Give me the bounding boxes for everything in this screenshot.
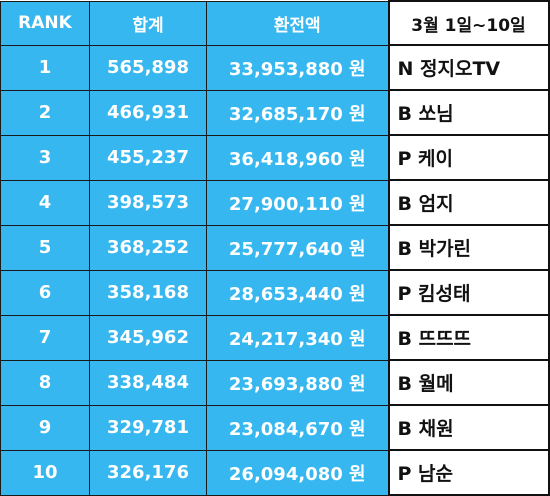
rank-cell: 7 [0,314,90,361]
header-period: 3월 1일~10일 [387,0,550,46]
rank-cell: 5 [0,224,90,271]
table-row: 6 358,168 28,653,440 원 P 킴성태 [0,269,550,316]
bj-cell: P 남순 [387,449,550,496]
table-row: 8 338,484 23,693,880 원 B 월메 [0,359,550,406]
table-row: 7 345,962 24,217,340 원 B 뜨뜨뜨 [0,314,550,361]
bj-cell: N 정지오TV [387,44,550,91]
rank-cell: 4 [0,179,90,226]
total-cell: 565,898 [89,44,207,91]
bj-cell: B 박가린 [387,224,550,271]
exchange-cell: 23,084,670 원 [206,404,389,451]
rank-cell: 9 [0,404,90,451]
total-cell: 345,962 [89,314,207,361]
rank-cell: 8 [0,359,90,406]
bj-cell: B 월메 [387,359,550,406]
bj-cell: B 채원 [387,404,550,451]
table-row: 9 329,781 23,084,670 원 B 채원 [0,404,550,451]
bj-cell: B 뜨뜨뜨 [387,314,550,361]
bj-cell: P 케이 [387,134,550,181]
rank-cell: 1 [0,44,90,91]
exchange-cell: 24,217,340 원 [206,314,389,361]
exchange-cell: 27,900,110 원 [206,179,389,226]
exchange-cell: 32,685,170 원 [206,89,389,136]
exchange-cell: 26,094,080 원 [206,449,389,496]
exchange-cell: 25,777,640 원 [206,224,389,271]
header-row: RANK 합계 환전액 3월 1일~10일 [0,0,550,46]
table-row: 2 466,931 32,685,170 원 B 쏘님 [0,89,550,136]
total-cell: 358,168 [89,269,207,316]
table-row: 1 565,898 33,953,880 원 N 정지오TV [0,44,550,91]
total-cell: 326,176 [89,449,207,496]
table-header: RANK 합계 환전액 3월 1일~10일 [0,0,550,46]
total-cell: 466,931 [89,89,207,136]
rank-cell: 2 [0,89,90,136]
rank-cell: 10 [0,449,90,496]
exchange-cell: 36,418,960 원 [206,134,389,181]
total-cell: 368,252 [89,224,207,271]
total-cell: 455,237 [89,134,207,181]
exchange-cell: 33,953,880 원 [206,44,389,91]
exchange-cell: 28,653,440 원 [206,269,389,316]
exchange-cell: 23,693,880 원 [206,359,389,406]
header-exchange: 환전액 [206,0,389,46]
table-body: 1 565,898 33,953,880 원 N 정지오TV 2 466,931… [0,44,550,496]
table-row: 5 368,252 25,777,640 원 B 박가린 [0,224,550,271]
total-cell: 329,781 [89,404,207,451]
rank-cell: 3 [0,134,90,181]
table-row: 10 326,176 26,094,080 원 P 남순 [0,449,550,496]
header-total: 합계 [89,0,207,46]
header-rank: RANK [0,0,90,46]
bj-cell: B 엄지 [387,179,550,226]
table-row: 3 455,237 36,418,960 원 P 케이 [0,134,550,181]
bj-cell: B 쏘님 [387,89,550,136]
total-cell: 398,573 [89,179,207,226]
bj-cell: P 킴성태 [387,269,550,316]
table-row: 4 398,573 27,900,110 원 B 엄지 [0,179,550,226]
total-cell: 338,484 [89,359,207,406]
rank-cell: 6 [0,269,90,316]
